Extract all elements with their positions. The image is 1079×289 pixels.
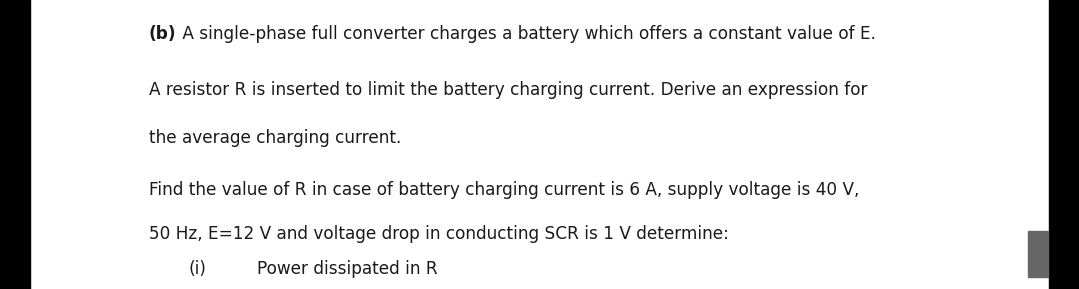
Text: (i): (i) [189, 260, 207, 278]
Bar [1028, 231, 1048, 277]
Text: Power dissipated in R: Power dissipated in R [257, 260, 437, 278]
Text: Find the value of R in case of battery charging current is 6 A, supply voltage i: Find the value of R in case of battery c… [149, 181, 859, 199]
Text: A resistor R is inserted to limit the battery charging current. Derive an expres: A resistor R is inserted to limit the ba… [149, 81, 868, 99]
Text: the average charging current.: the average charging current. [149, 129, 401, 147]
Text: A single-phase full converter charges a battery which offers a constant value of: A single-phase full converter charges a … [177, 25, 875, 42]
Text: 50 Hz, E=12 V and voltage drop in conducting SCR is 1 V determine:: 50 Hz, E=12 V and voltage drop in conduc… [149, 225, 728, 243]
Bar [0, 0, 30, 289]
Text: (b): (b) [149, 25, 177, 42]
Bar [1049, 0, 1079, 289]
